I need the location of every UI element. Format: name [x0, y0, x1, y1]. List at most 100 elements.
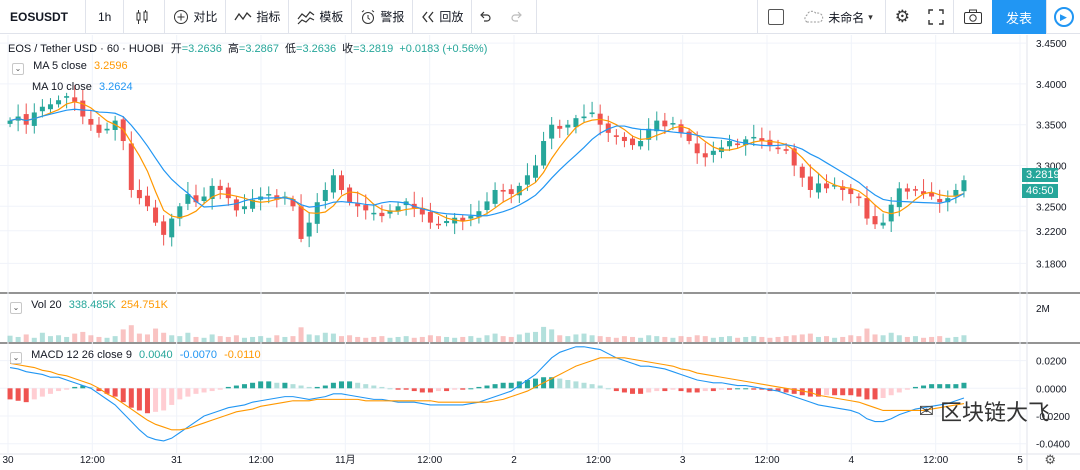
volume-bar: [153, 328, 159, 342]
candle-body: [613, 135, 619, 137]
macd-histogram-bar: [395, 388, 401, 390]
volume-bar: [403, 336, 409, 342]
alert-button[interactable]: 警报: [352, 0, 414, 34]
candle-body: [290, 198, 296, 207]
templates-button[interactable]: 模板: [289, 0, 353, 34]
compare-button[interactable]: 对比: [165, 0, 227, 34]
volume-bar: [80, 331, 86, 342]
macd-histogram-bar: [565, 380, 571, 389]
replay-button[interactable]: 回放: [413, 0, 473, 34]
macd-histogram-bar: [7, 388, 13, 400]
settings-button[interactable]: ⚙: [884, 0, 919, 34]
volume-bar: [452, 337, 458, 342]
layout-name-label: 未命名: [828, 10, 865, 25]
toolbar-right: 未命名 ▾ ⚙ 发表 ▶: [757, 0, 1080, 34]
candle-body: [832, 185, 838, 187]
candle-body: [387, 210, 393, 214]
redo-button[interactable]: [502, 0, 538, 34]
macd-histogram-bar: [476, 386, 482, 389]
volume-bar: [72, 333, 78, 342]
candle-body: [209, 185, 215, 199]
checkbox-icon: [768, 9, 785, 25]
candle-body: [937, 198, 943, 203]
chart-settings-gear-icon[interactable]: ⚙: [1044, 452, 1056, 467]
macd-histogram-bar: [646, 388, 652, 393]
time-tick-label: 3: [680, 455, 686, 466]
candle-body: [56, 100, 62, 105]
candle-body: [710, 150, 716, 155]
collapse-legend-icon[interactable]: ⌄: [12, 63, 24, 75]
volume-bar: [209, 334, 215, 342]
macd-histogram-bar: [904, 388, 910, 390]
chart-canvas[interactable]: 3.4500 3.4000 3.3500 3.3000 3.2500 3.2200 3.18…: [0, 35, 1080, 470]
snapshot-button[interactable]: [952, 0, 992, 34]
candle-body: [557, 125, 563, 129]
volume-bar: [638, 337, 644, 342]
candle-body: [492, 189, 498, 204]
play-button[interactable]: ▶: [1046, 0, 1080, 34]
macd-histogram-bar: [581, 382, 587, 389]
volume-bar: [500, 336, 506, 342]
macd-histogram-bar: [435, 388, 442, 392]
candle-body: [872, 216, 878, 225]
volume-bar: [516, 334, 522, 342]
alarm-clock-icon: [360, 9, 376, 25]
volume-bar: [872, 334, 878, 342]
macd-histogram-bar: [654, 388, 660, 392]
candle-body: [80, 100, 86, 117]
chart-area[interactable]: 3.4500 3.4000 3.3500 3.3000 3.2500 3.2200 3.18…: [0, 35, 1080, 470]
collapse-macd-icon[interactable]: ⌄: [10, 352, 22, 364]
macd-histogram-bar: [589, 384, 595, 389]
candle-body: [961, 180, 967, 192]
candle-body: [444, 220, 450, 224]
candle-body: [419, 207, 425, 215]
undo-button[interactable]: [472, 0, 502, 34]
candle-body: [476, 211, 482, 218]
chart-type-button[interactable]: [124, 0, 166, 34]
candle-body: [484, 201, 490, 210]
volume-bar: [193, 336, 199, 342]
interval-button[interactable]: 1h: [86, 0, 125, 34]
volume-bar: [549, 329, 555, 342]
volume-bar: [120, 329, 126, 342]
candle-body: [775, 147, 781, 150]
volume-bar: [702, 336, 708, 342]
macd-histogram-bar: [945, 384, 951, 389]
interval-label: 1h: [98, 9, 112, 24]
multi-chart-toggle[interactable]: [757, 0, 794, 34]
macd-histogram-bar: [896, 388, 902, 393]
candle-body: [815, 183, 821, 193]
volume-bar: [112, 336, 118, 342]
close-label: 收: [342, 43, 354, 55]
fullscreen-button[interactable]: [919, 0, 953, 34]
save-layout-button[interactable]: 未命名 ▾: [794, 0, 885, 34]
macd-histogram-bar: [104, 388, 110, 394]
volume-bar: [565, 336, 571, 342]
candle-body: [72, 97, 78, 102]
macd-histogram-bar: [743, 388, 749, 390]
macd-histogram-bar: [241, 384, 247, 389]
macd-tick-label: 0.0000: [1036, 384, 1067, 395]
volume-bar: [880, 335, 886, 342]
volume-bar: [484, 335, 490, 342]
macd-histogram-bar: [775, 388, 781, 392]
candle-body: [638, 141, 644, 147]
macd-histogram-bar: [371, 385, 377, 389]
macd-histogram-bar: [848, 388, 854, 396]
watermark-text: 区块链大飞: [939, 400, 1050, 425]
collapse-volume-icon[interactable]: ⌄: [10, 302, 22, 314]
volume-bar: [460, 336, 466, 342]
macd-histogram-bar: [193, 388, 199, 394]
publish-button[interactable]: 发表: [991, 0, 1046, 34]
volume-bar: [815, 336, 821, 342]
indicators-button[interactable]: 指标: [226, 0, 290, 34]
volume-bar: [476, 337, 482, 342]
symbol-search[interactable]: EOSUSDT: [0, 0, 86, 34]
macd-histogram-bar: [929, 384, 935, 389]
volume-bar: [775, 336, 781, 342]
macd-histogram-bar: [751, 388, 757, 390]
volume-bar: [435, 336, 442, 342]
macd-tick-label: 0.0200: [1036, 357, 1067, 368]
macd-histogram-bar: [759, 388, 765, 390]
volume-bar: [597, 336, 603, 342]
